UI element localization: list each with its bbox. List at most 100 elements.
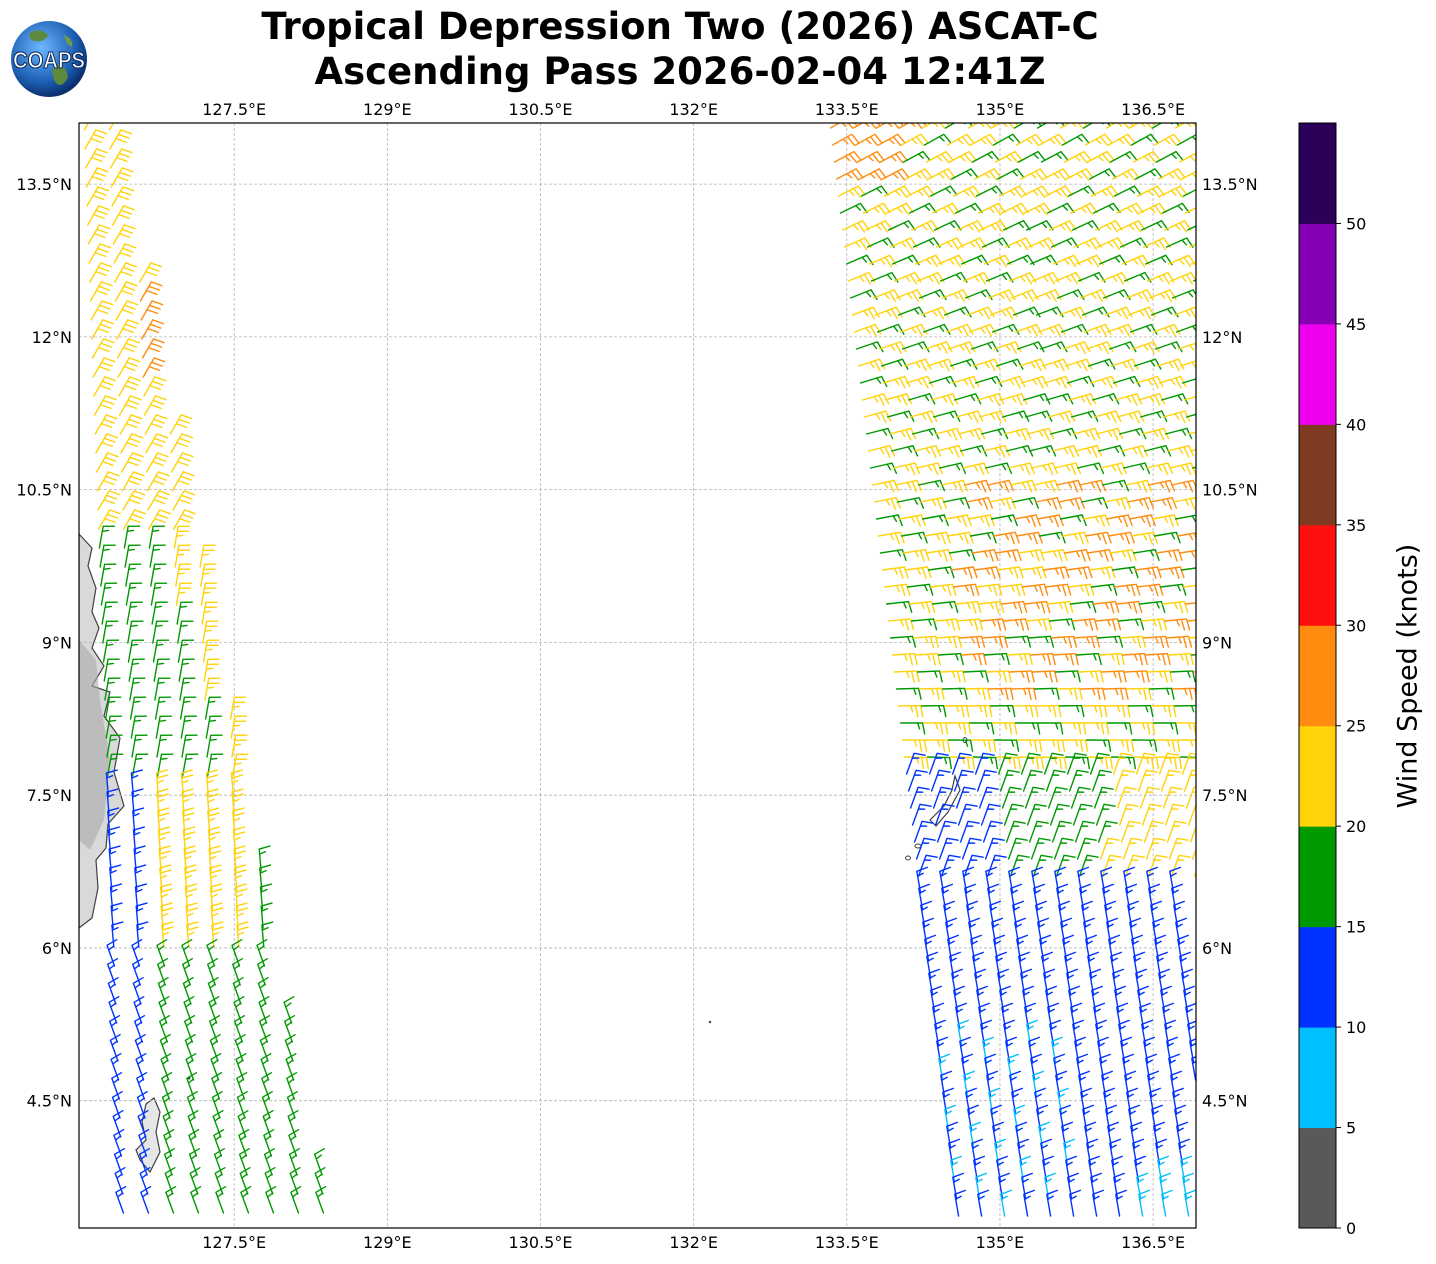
wind-barb [1028,445,1057,457]
wind-barb [182,826,196,853]
wind-barb [1030,1053,1042,1081]
wind-barb [239,1167,251,1195]
wind-barb [1039,739,1066,752]
wind-barb [980,803,1001,826]
wind-barb [1122,462,1151,475]
wind-barb [936,445,965,458]
wind-barb [966,900,978,928]
wind-barb [1149,1087,1161,1115]
wind-barb [938,837,959,860]
wind-barb [235,902,249,929]
wind-barb [938,462,967,475]
wind-barb [984,462,1013,475]
wind-barb [1165,635,1193,649]
wind-barb [907,769,928,792]
wind-barb [906,185,935,198]
wind-barb [1083,917,1095,945]
wind-barb [1143,1036,1155,1064]
wind-barb [917,854,938,877]
wind-barb [989,704,1016,718]
wind-barb [182,977,194,1005]
wind-barb [1057,1087,1069,1115]
wind-barb [134,1034,146,1062]
wind-barb [123,525,141,549]
wind-barb [136,921,149,948]
wind-barb [263,1148,275,1176]
wind-barb [1098,254,1127,266]
wind-barb [129,696,147,720]
wind-barb [1007,1053,1019,1081]
wind-barb [1108,739,1135,752]
wind-barb [176,601,193,625]
wind-barb [839,202,868,214]
wind-barb [940,854,961,877]
wind-barb [1095,803,1116,826]
wind-barb [284,1015,296,1043]
wind-barb [136,1091,148,1119]
wind-barb [1179,951,1191,979]
wind-barb [1028,1036,1040,1064]
wind-barb [925,150,954,164]
wind-barb [1003,803,1024,826]
wind-barb [992,1121,1004,1149]
wind-barb [913,820,934,843]
wind-barb [948,549,976,561]
wind-barb [1009,1070,1021,1098]
wind-barb [919,497,947,510]
wind-barb [213,1129,225,1157]
wind-barb [155,769,169,796]
wind-barb [1106,917,1118,945]
wind-barb [97,490,121,511]
wind-barb [909,786,930,809]
wind-barb [1087,951,1099,979]
wind-barb [232,807,245,834]
wind-barb [1151,514,1179,528]
wind-barb [1143,445,1172,457]
wind-barb [1066,968,1078,996]
wind-barb [1142,635,1170,649]
wind-barb [866,237,895,248]
wind-barb [1060,323,1089,335]
wind-barb [976,985,988,1013]
wind-barb [989,900,1001,928]
wind-barb [874,306,903,320]
wind-barb [108,996,120,1024]
wind-barb [1079,687,1106,700]
wind-barb [1162,786,1183,809]
wind-barb [985,866,997,894]
wind-barb [873,497,901,510]
wind-barb [1115,202,1144,216]
wind-barb [89,281,113,302]
wind-barb [1185,1002,1196,1030]
colorbar-tick-label: 10 [1346,1018,1366,1037]
wind-barb [235,1053,247,1081]
wind-barb [1101,854,1122,877]
wind-barb [1169,866,1181,894]
wind-barb [111,1091,123,1119]
wind-barb [92,357,116,378]
wind-barb [1056,687,1083,700]
wind-barb [1000,1189,1012,1217]
wind-barb [1025,618,1053,631]
wind-barb [993,934,1005,962]
wind-barb [975,1172,987,1200]
wind-barb [951,968,963,996]
wind-barb [148,509,171,530]
wind-barb [234,1015,246,1043]
wind-barb [314,1167,326,1195]
wind-barb [184,1034,196,1062]
wind-barb [240,1186,252,1214]
wind-barb [153,658,170,682]
wind-barb [1044,185,1073,198]
wind-barb [1102,687,1129,700]
wind-barb [126,601,143,625]
wind-barb [1072,803,1093,826]
wind-barb [841,220,870,233]
wind-barb [855,341,884,353]
wind-barb [231,939,243,967]
wind-barb [904,168,933,181]
wind-barb [987,883,999,911]
wind-barb [926,756,952,770]
wind-barb [1147,1070,1159,1098]
wind-barb [930,769,951,792]
